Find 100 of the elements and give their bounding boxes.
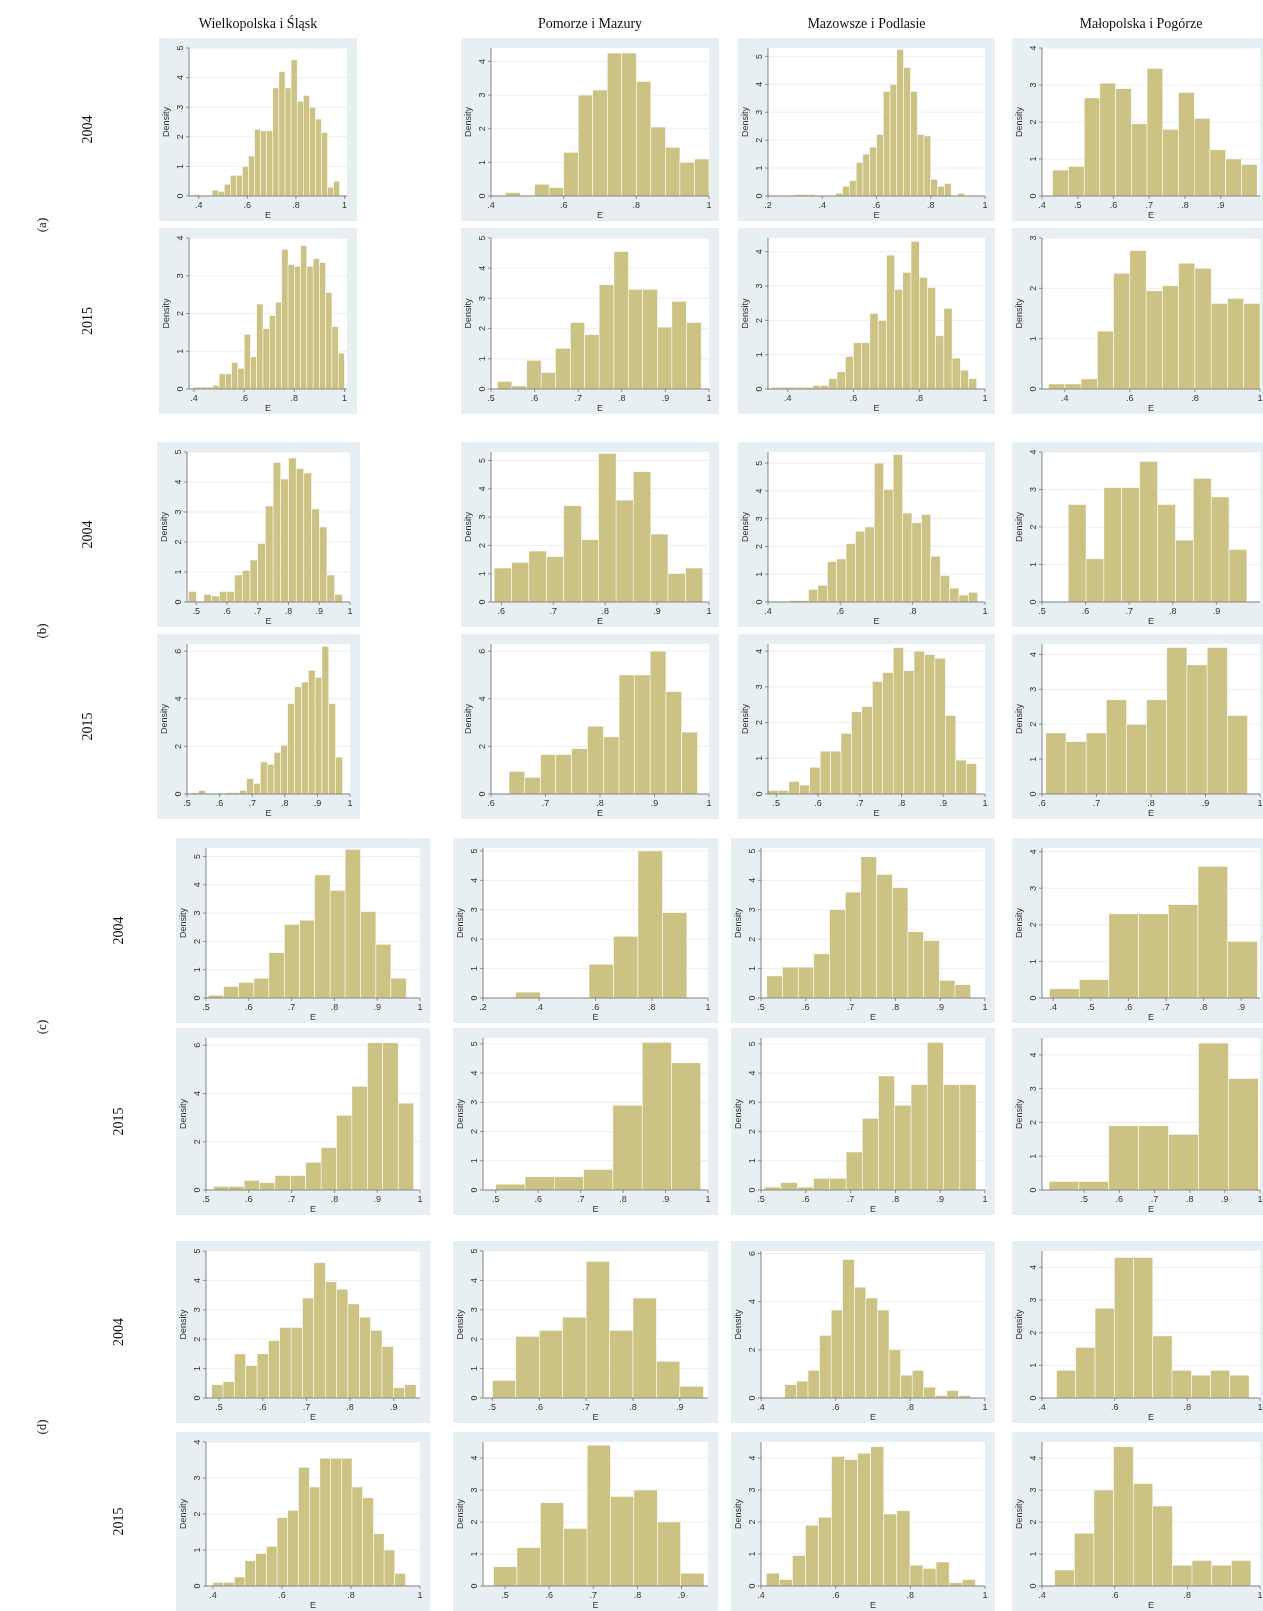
y-tick-label: 4: [1028, 1455, 1038, 1461]
y-tick-label: 1: [1028, 561, 1038, 568]
x-axis-title: E: [592, 1012, 599, 1022]
chart-title: Małopolska i Pogórze: [1079, 16, 1203, 31]
x-tick-label: .5: [757, 1002, 765, 1012]
y-axis-title: Density: [161, 298, 171, 329]
x-axis-title: E: [309, 1204, 317, 1214]
y-tick-label: 3: [173, 509, 183, 515]
x-tick-label: .9: [1216, 200, 1225, 210]
x-tick-label: .2: [764, 200, 772, 210]
text: 2004: [111, 916, 126, 945]
y-tick-label: 2: [192, 938, 202, 944]
x-axis-title: E: [869, 1012, 877, 1022]
y-tick-label: 1: [754, 352, 764, 358]
y-tick-label: 3: [747, 1487, 757, 1493]
x-tick-label: .7: [856, 798, 864, 808]
x-tick-label: .7: [574, 393, 582, 403]
x-tick-label: .6: [215, 798, 224, 808]
x-tick-label: .5: [757, 1194, 765, 1204]
y-tick-label: 2: [747, 1347, 757, 1353]
y-tick-label: 0: [192, 1583, 202, 1589]
y-tick-label: 1: [754, 165, 764, 171]
y-tick-label: 0: [1028, 1187, 1038, 1193]
y-tick-label: 0: [469, 995, 479, 1001]
x-axis-title: E: [309, 1600, 317, 1610]
x-tick-label: .7: [541, 798, 550, 808]
y-tick-label: 0: [175, 193, 185, 199]
x-tick-label: 1: [1257, 1194, 1263, 1204]
x-tick-label: .8: [1147, 798, 1155, 808]
x-tick-label: .7: [1125, 606, 1133, 616]
chart-title: Mazowsze i Podlasie: [807, 16, 926, 31]
y-tick-label: 2: [173, 539, 183, 545]
x-tick-label: 1: [706, 393, 712, 403]
y-tick-label: 4: [1028, 651, 1038, 657]
x-tick-label: .6: [831, 1402, 840, 1412]
y-tick-label: 1: [192, 967, 202, 973]
x-tick-label: .6: [530, 393, 539, 403]
x-tick-label: .6: [1110, 1402, 1119, 1412]
y-tick-label: 2: [1028, 285, 1038, 291]
y-tick-label: 3: [1028, 1086, 1038, 1092]
x-tick-label: 1: [982, 1002, 988, 1012]
y-tick-label: 1: [469, 1551, 479, 1557]
text: 2015: [111, 1507, 126, 1536]
y-tick-label: 2: [477, 326, 487, 332]
x-tick-label: .6: [245, 1194, 253, 1204]
y-tick-label: 2: [477, 542, 487, 548]
x-tick-label: .7: [287, 1002, 296, 1012]
x-tick-label: .4: [190, 393, 198, 403]
x-tick-label: .8: [633, 1590, 642, 1600]
x-axis-title: E: [1147, 616, 1155, 626]
text: (b): [34, 623, 49, 639]
x-tick-label: .9: [1212, 606, 1221, 616]
x-tick-label: .8: [897, 798, 906, 808]
x-axis-title: E: [596, 210, 604, 220]
text: (a): [34, 217, 49, 233]
x-tick-label: .5: [491, 1194, 500, 1204]
y-axis-title: Density: [159, 703, 169, 735]
x-tick-label: .8: [629, 1402, 637, 1412]
x-tick-label: .6: [591, 1002, 600, 1012]
y-tick-label: 2: [173, 743, 183, 749]
x-tick-label: .6: [1115, 1194, 1124, 1204]
y-axis-title: Density: [733, 1498, 743, 1530]
x-tick-label: .8: [1183, 1402, 1192, 1412]
y-tick-label: 0: [1028, 1395, 1038, 1401]
x-tick-label: .7: [302, 1402, 311, 1412]
y-tick-label: 4: [1028, 849, 1038, 855]
y-tick-label: 0: [754, 193, 764, 199]
y-tick-label: 0: [747, 1395, 757, 1401]
y-tick-label: 1: [1028, 1362, 1038, 1368]
y-axis-title: Density: [733, 907, 743, 939]
x-axis-title: E: [596, 808, 604, 818]
x-axis-title: E: [869, 1600, 877, 1610]
y-tick-label: 2: [1028, 1119, 1038, 1125]
y-tick-label: 3: [747, 1099, 757, 1105]
x-tick-label: .5: [202, 1002, 210, 1012]
y-tick-label: 2: [1028, 721, 1038, 727]
x-tick-label: 1: [705, 1194, 711, 1204]
y-tick-label: 4: [754, 81, 764, 87]
y-tick-label: 4: [747, 877, 757, 883]
y-tick-label: 4: [469, 1277, 479, 1283]
x-tick-label: 1: [982, 393, 988, 403]
y-tick-label: 2: [754, 543, 764, 549]
x-tick-label: 1: [1257, 1402, 1263, 1412]
y-tick-label: 2: [754, 317, 764, 323]
x-tick-label: .8: [292, 200, 300, 210]
x-tick-label: .6: [259, 1402, 267, 1412]
y-tick-label: 1: [477, 571, 487, 577]
y-tick-label: 1: [477, 356, 487, 362]
x-tick-label: 1: [341, 393, 347, 403]
x-tick-label: .6: [278, 1590, 286, 1600]
x-tick-label: .7: [582, 1402, 590, 1412]
x-tick-label: .8: [906, 1402, 915, 1412]
y-tick-label: 1: [1028, 958, 1038, 964]
x-tick-label: .8: [1183, 1590, 1192, 1600]
y-tick-label: 0: [754, 599, 764, 605]
y-tick-label: 3: [747, 907, 757, 913]
x-tick-label: .9: [1201, 798, 1210, 808]
x-tick-label: .6: [534, 1194, 542, 1204]
x-tick-label: .6: [1126, 393, 1134, 403]
x-axis-title: E: [1147, 210, 1155, 220]
